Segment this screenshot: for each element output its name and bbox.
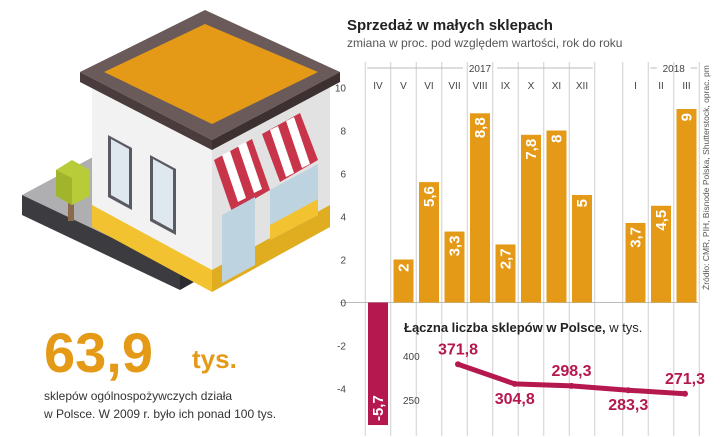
chart-title: Sprzedaż w małych sklepach xyxy=(347,17,553,34)
store-count-chart: Łączna liczba sklepów w Polsce, w tys. 4… xyxy=(403,320,705,414)
highlight-unit: tys. xyxy=(192,344,237,374)
line-chart-title-bold: Łączna liczba sklepów w Polsce, xyxy=(404,320,606,335)
bar-value-label: 5 xyxy=(574,199,591,207)
line-y-tick-label: 250 xyxy=(403,396,420,407)
bar-value-label: 4,5 xyxy=(653,210,670,231)
month-label: VI xyxy=(424,81,433,92)
y-tick-label: 8 xyxy=(340,127,346,138)
bar-value-label: 8,8 xyxy=(472,117,489,138)
bar xyxy=(393,259,414,303)
bar xyxy=(572,195,592,303)
y-tick-label: -2 xyxy=(337,342,346,353)
bar xyxy=(368,302,388,426)
month-label: VII xyxy=(448,81,460,92)
month-label: IX xyxy=(501,81,511,92)
month-label: VIII xyxy=(472,81,487,92)
chart-subtitle: zmiana w proc. pod względem wartości, ro… xyxy=(347,36,622,50)
source-note: Źródło: CMR, PIH, Bisnode Polska, Shutte… xyxy=(701,65,711,290)
bar-value-label: 8 xyxy=(549,135,566,143)
month-label: XII xyxy=(576,81,588,92)
y-tick-label: 6 xyxy=(340,170,346,181)
line-value-label: 283,3 xyxy=(608,397,648,414)
y-tick-label: 2 xyxy=(340,256,346,267)
month-label: V xyxy=(400,81,407,92)
bar xyxy=(495,244,516,303)
y-tick-label: 4 xyxy=(340,213,346,224)
bar-value-label: 7,8 xyxy=(523,139,540,160)
line-value-label: 304,8 xyxy=(495,391,535,408)
highlight-block: 63,9 tys. sklepów ogólnospożywczych dzia… xyxy=(43,321,276,421)
line-point xyxy=(455,361,461,368)
y-tick-label: 0 xyxy=(340,299,346,310)
highlight-line-2: w Polsce. W 2009 r. było ich ponad 100 t… xyxy=(43,407,276,421)
line-point xyxy=(625,387,632,394)
bar-value-label: -5,7 xyxy=(370,395,387,421)
line-point xyxy=(568,382,575,389)
y-axis-ticks: 10 8 6 4 2 0 -2 -4 xyxy=(335,84,347,396)
bar-value-label: 5,6 xyxy=(421,186,438,207)
month-label: XI xyxy=(552,81,561,92)
month-label: II xyxy=(658,81,664,92)
line-chart-title: Łączna liczba sklepów w Polsce, w tys. xyxy=(404,320,642,335)
shop-illustration xyxy=(22,10,340,292)
line-value-label: 271,3 xyxy=(665,371,705,388)
month-labels: IV V VI VII VIII IX X XI XII I II III xyxy=(373,81,690,92)
month-label: I xyxy=(634,81,637,92)
bars: -5,7 2 5,6 3,3 8,8 2,7 7,8 8 5 3,7 4,5 9 xyxy=(368,109,697,426)
line-value-label: 298,3 xyxy=(551,363,591,380)
bar-value-label: 2,7 xyxy=(498,248,515,269)
line-point xyxy=(511,380,518,387)
sales-chart: Sprzedaż w małych sklepach zmiana w proc… xyxy=(335,17,700,436)
year-label: 2017 xyxy=(469,64,492,75)
highlight-number: 63,9 xyxy=(44,321,153,384)
bar xyxy=(651,205,671,303)
bar-value-label: 3,3 xyxy=(447,236,464,257)
month-label: III xyxy=(682,81,690,92)
year-label: 2018 xyxy=(663,64,686,75)
bar xyxy=(470,113,490,303)
line-y-ticks: 400 250 xyxy=(403,352,420,407)
line-points xyxy=(455,361,688,397)
bar-value-label: 9 xyxy=(679,113,696,121)
line-value-labels: 371,8 304,8 298,3 283,3 271,3 xyxy=(438,341,705,414)
line-chart-title-unit: w tys. xyxy=(606,320,643,335)
month-label: X xyxy=(528,81,535,92)
bar-value-label: 2 xyxy=(396,264,413,272)
bar xyxy=(521,134,541,303)
bar xyxy=(546,130,567,303)
y-tick-label: 10 xyxy=(335,84,347,95)
bar xyxy=(625,222,646,303)
bar xyxy=(419,182,439,303)
highlight-line-1: sklepów ogólnospożywczych działa xyxy=(44,389,232,403)
y-tick-label: -4 xyxy=(337,385,346,396)
line-value-label: 371,8 xyxy=(438,341,478,358)
year-labels: 2017 2018 xyxy=(367,64,698,75)
month-label: IV xyxy=(373,81,383,92)
line-y-tick-label: 400 xyxy=(403,352,420,363)
bar-value-label: 3,7 xyxy=(628,227,645,248)
bar xyxy=(444,231,465,303)
bar xyxy=(676,109,697,303)
line-point xyxy=(682,390,688,397)
